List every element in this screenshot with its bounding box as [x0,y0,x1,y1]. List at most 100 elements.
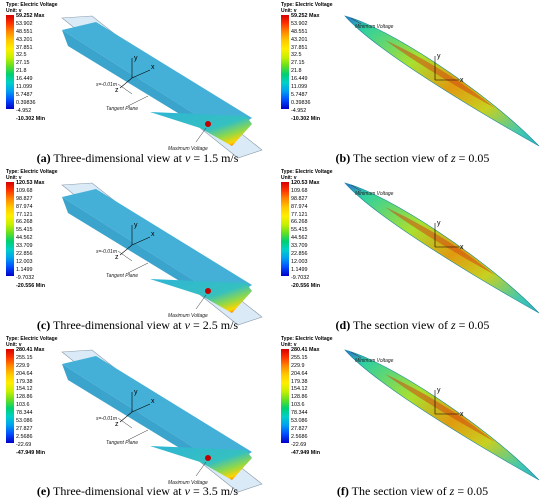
axis-y-label: y [134,222,138,229]
legend-tick: 128.86 [16,394,33,401]
voltage-hotspot [150,279,252,313]
legend-tick: 11.099 [16,84,33,91]
legend-tick: 37.851 [16,44,33,51]
legend-tick: 43.201 [291,36,308,43]
legend-tick: 16.449 [16,76,33,83]
legend-tick: 87.974 [291,203,308,210]
legend-tick: -9.7032 [16,274,35,281]
panel-f: y x Minimum Voltage Type: Electric Volta… [275,334,550,501]
legend-tick: 1.1499 [16,266,33,273]
legend-tick: 53.902 [291,20,308,27]
legend-tick: 12.003 [16,258,33,265]
axis-y-label: y [437,220,441,227]
legend-tick: 53.086 [291,418,308,425]
legend-tick: -22.69 [16,441,32,448]
legend-tick: 5.7487 [16,91,33,98]
axis-x-label: x [460,411,464,418]
axis-z-label: z [115,421,119,428]
color-scale-bar [6,15,14,109]
legend-unit: Unit: v [6,342,22,348]
legend-tick: 78.344 [291,410,308,417]
legend-min: -20.556 Min [291,282,321,289]
color-scale-bar [281,15,289,109]
legend-tick: 66.268 [16,219,33,226]
legend-min: -47.949 Min [291,449,321,456]
legend-tick: 44.562 [16,235,33,242]
section-airfoil [344,182,540,314]
max-voltage-label: Maximum Voltage [168,480,208,486]
max-voltage-point [205,288,211,294]
legend-tick: 179.38 [16,378,33,385]
legend-min: -47.949 Min [16,449,46,456]
legend-unit: Unit: v [6,175,22,181]
legend-tick: 22.856 [16,251,33,258]
legend: Type: Electric Voltage Unit: v 59.252 Ma… [281,2,341,122]
legend-tick: 255.15 [291,354,308,361]
axis-x-label: x [460,244,464,251]
axis-y-label: y [134,55,138,62]
legend-tick: 78.344 [16,410,33,417]
voltage-hotspot [150,112,252,146]
legend-tick: 53.902 [16,20,33,27]
section-airfoil [344,15,540,147]
caption-a: (a) Three-dimensional view at v = 1.5 m/… [36,151,239,165]
panel-c-render: y x z s=-0.01m Tangent Plane Maximum Vol… [61,182,263,326]
section-core [385,207,495,275]
legend-max: 59.252 Max [16,13,45,19]
color-scale-bar [6,182,14,276]
legend-unit: Unit: v [6,8,22,14]
legend-tick: 109.68 [16,187,33,194]
panel-a-render: y x z s=-0.01m Tangent Plane Maximum Vol… [61,15,263,159]
legend-tick: 27.15 [291,60,305,67]
legend-type: Type: Electric Voltage [6,169,58,175]
legend-tick: 77.121 [291,211,308,218]
legend-tick: 27.15 [16,60,30,67]
legend-tick: 255.15 [16,354,33,361]
legend-tick: 33.709 [16,243,33,250]
legend-unit: Unit: v [281,342,297,348]
legend-tick: -4.952 [16,107,32,114]
legend-min: -10.302 Min [291,115,321,122]
legend-tick: 98.827 [291,195,308,202]
legend-tick: 98.827 [16,195,33,202]
legend-tick: 27.827 [291,425,308,432]
axis-x-label: x [151,231,155,238]
legend-tick: 44.562 [291,235,308,242]
wing-top-face [62,189,252,301]
section-core [385,374,495,442]
legend-type: Type: Electric Voltage [281,336,333,342]
legend-tick: -4.952 [291,107,307,114]
legend-tick: 2.5686 [16,433,33,440]
legend-tick: 66.268 [291,219,308,226]
legend-tick: -9.7032 [291,274,310,281]
legend-tick: 1.1499 [291,266,308,273]
legend-max: 59.252 Max [291,13,320,19]
axis-y-label: y [437,53,441,60]
panel-e: y x z s=-0.01m Tangent Plane Maximum Vol… [0,334,275,501]
legend-tick: 154.12 [291,386,308,393]
caption-b: (b) The section view of z = 0.05 [335,151,490,165]
panel-e-render: y x z s=-0.01m Tangent Plane Maximum Vol… [61,349,263,493]
wing-top-face [62,356,252,468]
legend-tick: 32.5 [16,52,27,59]
legend-min: -20.556 Min [16,282,46,289]
legend: Type: Electric Voltage Unit: v 280.41 Ma… [281,336,341,456]
legend-type: Type: Electric Voltage [281,169,333,175]
legend-tick: 55.415 [16,227,33,234]
panel-a: y x z s=-0.01m Tangent Plane Maximum Vol… [0,0,275,167]
legend-tick: 128.86 [291,394,308,401]
s-position-label: s=-0.01m [96,416,117,422]
panel-c: y x z s=-0.01m Tangent Plane Maximum Vol… [0,167,275,334]
legend-tick: 37.851 [291,44,308,51]
legend-tick: 109.68 [291,187,308,194]
legend-max: 120.53 Max [291,180,320,186]
legend-unit: Unit: v [281,8,297,14]
tangent-plane-label: Tangent Plane [106,106,138,112]
s-position-label: s=-0.01m [96,249,117,255]
min-voltage-label: Minimum Voltage [355,191,394,197]
legend-tick: 12.003 [291,258,308,265]
legend-tick: 55.415 [291,227,308,234]
voltage-hotspot [150,446,252,480]
legend-tick: 33.709 [291,243,308,250]
legend-tick: 179.38 [291,378,308,385]
